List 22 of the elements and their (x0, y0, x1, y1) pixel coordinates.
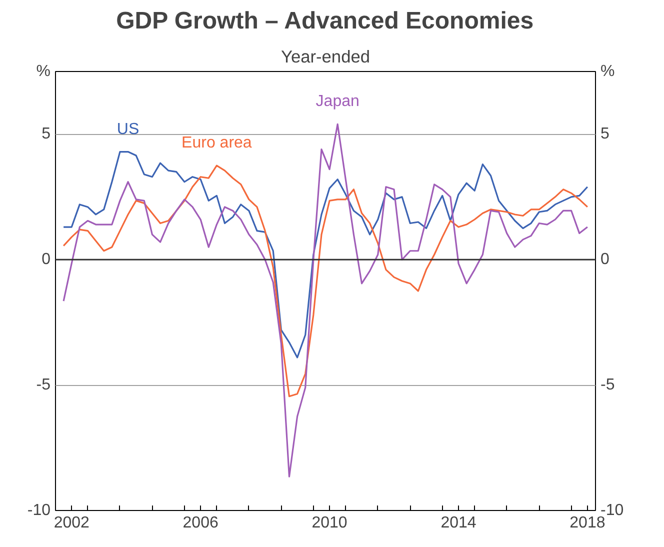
y2-tick-label: 5 (600, 126, 610, 143)
chart-title: GDP Growth – Advanced Economies (116, 8, 534, 34)
y-tick-label: 0 (42, 251, 51, 268)
y-tick-label: -5 (36, 376, 51, 394)
x-tick-label: 2006 (182, 514, 218, 532)
x-tick-label: 2014 (440, 514, 476, 532)
chart-subtitle: Year-ended (281, 46, 370, 66)
y2-axis-title: % (600, 63, 615, 80)
y-tick-label: -10 (27, 502, 51, 519)
line-series (62, 123, 588, 478)
line-series (62, 164, 588, 398)
y-axis-title: % (36, 63, 51, 80)
x-tick-label: 2010 (312, 514, 348, 532)
series-label: Euro area (182, 134, 252, 152)
y-tick-label: 5 (42, 126, 51, 143)
x-tick-label: 2018 (570, 514, 606, 532)
y2-tick-label: -5 (600, 376, 615, 394)
y2-tick-label: 0 (600, 251, 610, 268)
x-tick-label: 2002 (54, 514, 90, 532)
series-label: US (116, 120, 140, 138)
series-label: Japan (316, 93, 360, 110)
line-series (62, 150, 588, 358)
